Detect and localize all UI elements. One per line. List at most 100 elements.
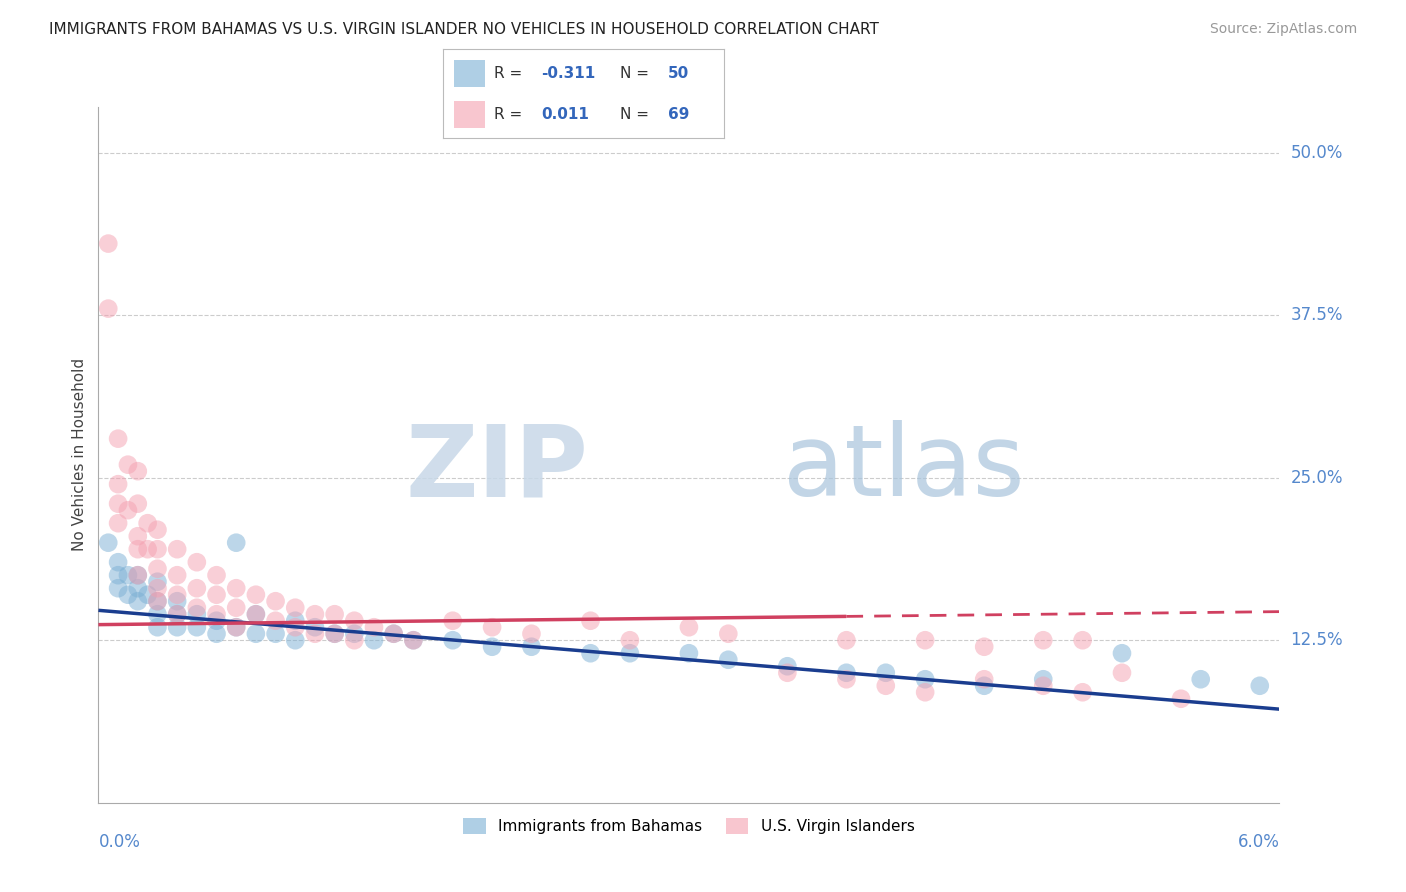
Point [245,607,267,622]
Point [717,653,740,667]
Point [136,542,159,557]
Point [166,620,188,634]
Point [107,581,129,595]
Point [382,626,405,640]
Point [1032,679,1054,693]
Point [97,535,120,549]
Point [284,620,307,634]
Point [323,626,346,640]
Point [127,497,149,511]
Point [107,477,129,491]
Point [717,626,740,640]
Point [117,458,139,472]
Point [146,607,169,622]
Point [117,503,139,517]
Point [245,607,267,622]
Point [97,301,120,316]
Point [225,600,247,615]
Point [146,523,169,537]
Point [1111,646,1133,660]
Point [579,646,602,660]
Point [225,620,247,634]
Point [776,665,799,680]
Point [166,607,188,622]
Point [166,588,188,602]
Point [107,555,129,569]
Point [146,594,169,608]
Point [127,568,149,582]
Point [205,568,228,582]
Point [136,588,159,602]
Text: 50.0%: 50.0% [1291,144,1343,161]
Point [127,581,149,595]
Point [520,640,543,654]
Point [323,626,346,640]
Point [264,594,287,608]
Point [284,614,307,628]
Point [146,574,169,589]
Text: 50: 50 [668,66,689,80]
Point [127,568,149,582]
Point [343,633,366,648]
Point [225,581,247,595]
Point [107,432,129,446]
Point [127,542,149,557]
Text: 25.0%: 25.0% [1291,468,1343,487]
Bar [454,60,485,87]
Point [1032,633,1054,648]
Point [166,568,188,582]
Point [1071,685,1094,699]
Point [402,633,425,648]
Point [363,620,385,634]
Point [875,665,897,680]
Point [284,633,307,648]
Point [875,679,897,693]
Text: Source: ZipAtlas.com: Source: ZipAtlas.com [1209,22,1357,37]
Point [382,626,405,640]
Point [146,542,169,557]
Point [186,620,208,634]
Text: N =: N = [620,107,654,121]
Point [136,516,159,531]
Point [186,600,208,615]
Text: atlas: atlas [783,420,1025,517]
Point [914,672,936,686]
Point [304,620,326,634]
Point [186,607,208,622]
Point [481,620,503,634]
Point [107,516,129,531]
Point [1170,691,1192,706]
Point [914,685,936,699]
Point [107,568,129,582]
Point [264,614,287,628]
Point [205,588,228,602]
Point [304,626,326,640]
Point [205,626,228,640]
Point [146,620,169,634]
Text: 0.0%: 0.0% [98,833,141,851]
Point [441,614,464,628]
Point [284,600,307,615]
Point [1111,665,1133,680]
Point [127,529,149,543]
Point [835,633,858,648]
Text: 69: 69 [668,107,689,121]
Text: R =: R = [494,107,527,121]
Point [402,633,425,648]
Point [520,626,543,640]
Text: -0.311: -0.311 [541,66,596,80]
Text: ZIP: ZIP [406,420,589,517]
Point [441,633,464,648]
Point [107,497,129,511]
Text: 6.0%: 6.0% [1237,833,1279,851]
Point [166,607,188,622]
Point [343,626,366,640]
Point [264,626,287,640]
Point [619,633,641,648]
Point [166,594,188,608]
Point [1071,633,1094,648]
Point [127,594,149,608]
Point [973,640,995,654]
Text: N =: N = [620,66,654,80]
Point [304,607,326,622]
